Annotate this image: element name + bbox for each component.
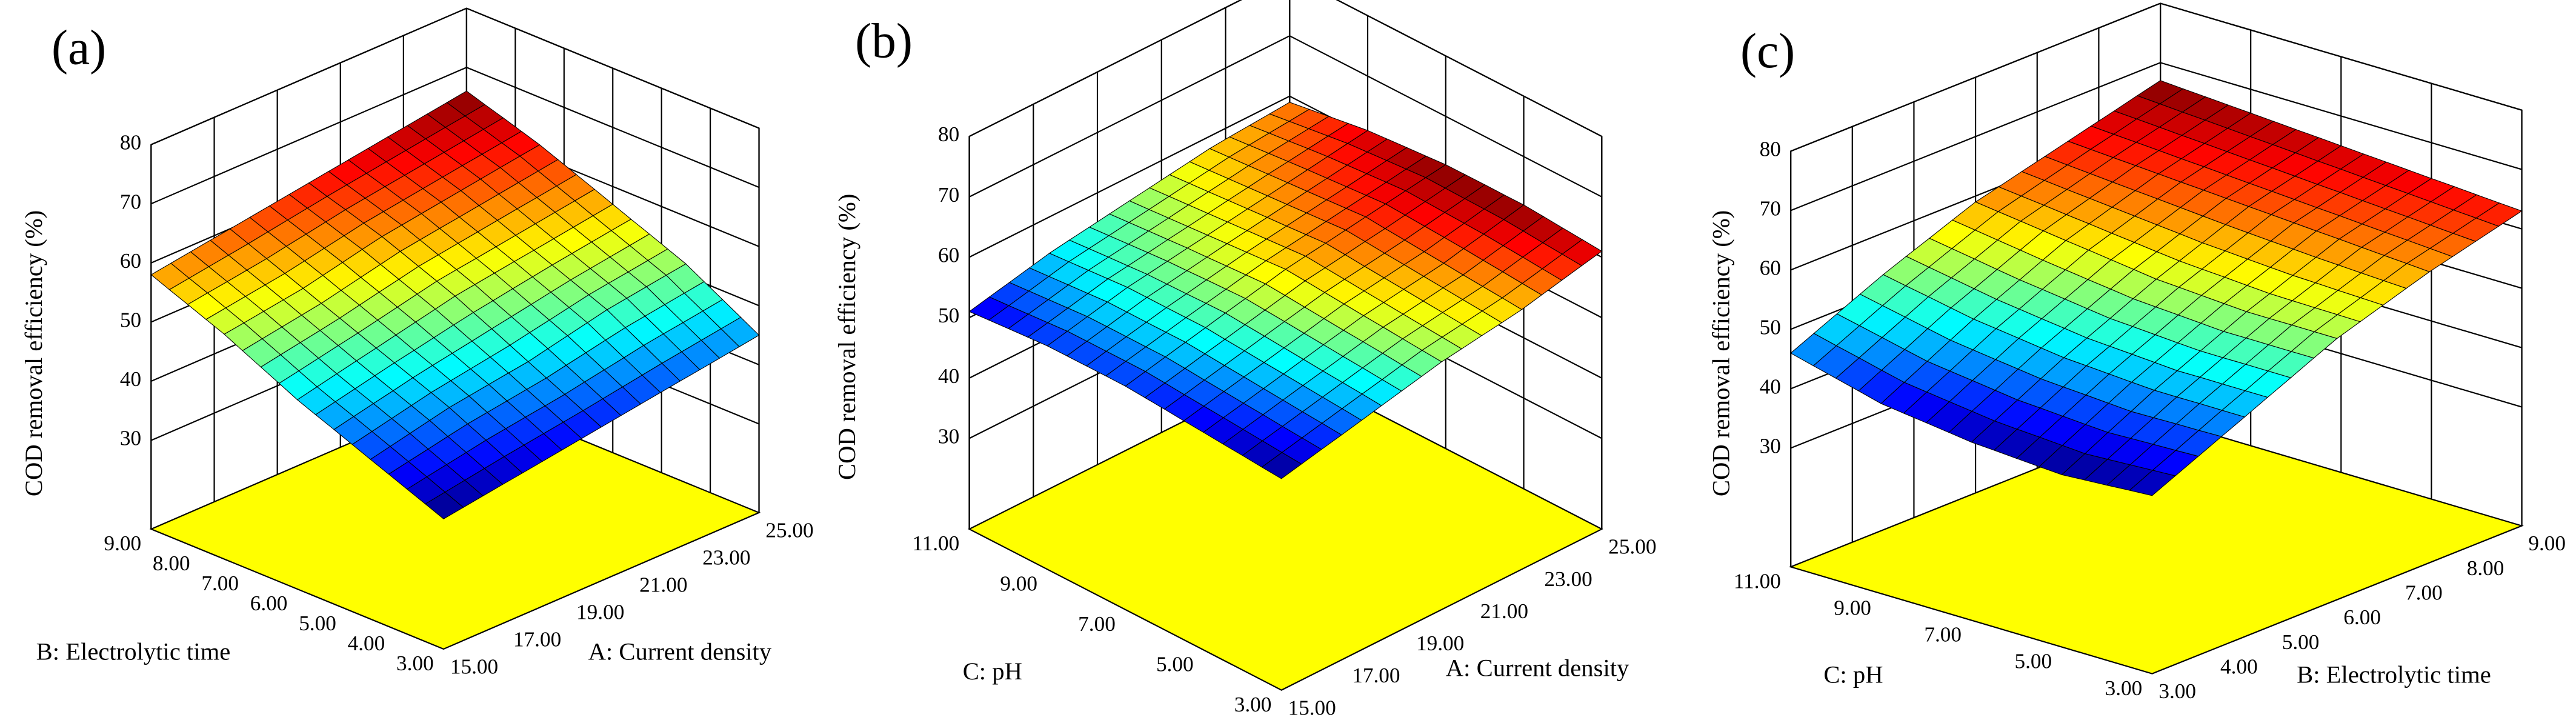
panel: 30 40 50 60 70 80 15.00 17.00 19.00 21.00 23.00 25.… [833,0,1656,719]
z-tick-label: 70 [1760,197,1781,221]
x-tick-label: 9.00 [2528,531,2566,555]
z-tick-label: 80 [938,122,959,146]
x-axis-title: A: Current density [588,638,772,665]
y-tick-label: 5.00 [2014,650,2052,673]
y-tick-label: 7.00 [1078,612,1116,636]
y-axis-title: C: pH [963,658,1022,685]
z-axis-title: COD removal efficiency (%) [1707,210,1734,496]
z-axis-title: COD removal efficiency (%) [833,194,860,480]
y-tick-label: 4.00 [348,631,385,655]
x-tick-label: 17.00 [513,628,561,651]
x-tick-label: 15.00 [1288,696,1336,719]
x-tick-label: 23.00 [1544,567,1592,591]
panel-label: (a) [52,20,106,75]
x-tick-label: 19.00 [1416,631,1464,655]
z-tick-label: 60 [120,249,141,273]
x-tick-label: 23.00 [702,546,750,570]
surface-cell [1261,452,1302,479]
z-tick-label: 60 [938,244,959,267]
z-tick-label: 50 [938,304,959,327]
x-axis-title: A: Current density [1446,655,1629,682]
z-tick-label: 50 [1760,316,1781,339]
x-tick-label: 15.00 [450,655,498,679]
z-axis-title: COD removal efficiency (%) [20,210,47,496]
y-tick-label: 9.00 [1834,596,1871,620]
surface-cell [2129,470,2176,496]
y-tick-label: 7.00 [1924,623,1962,647]
z-tick-label: 40 [1760,375,1781,399]
panel: 30 40 50 60 70 80 15.00 17.00 19.00 21.00 23.00 25.… [20,7,814,679]
x-tick-label: 8.00 [2467,556,2504,580]
y-tick-label: 8.00 [153,551,190,575]
surface-cell [424,491,464,519]
z-tick-label: 40 [938,364,959,388]
y-tick-label: 3.00 [1234,693,1272,716]
z-tick-label: 50 [120,308,141,332]
x-tick-label: 19.00 [576,601,624,624]
x-tick-label: 5.00 [2282,630,2320,654]
z-tick-label: 30 [120,427,141,450]
x-tick-label: 3.00 [2158,679,2196,703]
panel-label: (c) [1740,24,1795,78]
x-tick-label: 25.00 [1608,535,1656,559]
x-tick-label: 4.00 [2220,655,2258,679]
x-tick-label: 21.00 [639,573,687,597]
y-tick-label: 5.00 [1156,653,1194,676]
y-tick-label: 11.00 [912,531,959,555]
x-tick-label: 25.00 [765,519,813,542]
y-tick-label: 3.00 [2105,676,2143,700]
y-tick-label: 6.00 [250,591,288,615]
z-tick-label: 80 [1760,138,1781,161]
y-tick-label: 5.00 [299,611,336,635]
y-tick-label: 11.00 [1734,570,1781,593]
y-axis-title: C: pH [1823,661,1883,688]
z-tick-label: 80 [120,131,141,155]
z-tick-label: 70 [938,183,959,207]
grid-line [969,0,1602,138]
y-tick-label: 3.00 [396,651,434,675]
panel-label: (b) [855,14,913,68]
y-tick-label: 9.00 [1000,572,1037,596]
z-tick-label: 60 [1760,256,1781,280]
z-tick-label: 30 [938,425,959,448]
y-tick-label: 7.00 [201,571,239,595]
x-tick-label: 21.00 [1480,599,1528,623]
x-tick-label: 17.00 [1352,664,1400,687]
x-tick-label: 7.00 [2405,581,2443,605]
z-tick-label: 30 [1760,435,1781,458]
x-axis-title: B: Electrolytic time [2297,661,2491,688]
y-axis-title: B: Electrolytic time [36,638,231,665]
panel: 30 40 50 60 70 80 3.00 4.00 5.00 6.00 7.00 8.00 9.00… [1707,2,2566,703]
y-tick-label: 9.00 [104,531,141,555]
z-tick-label: 40 [120,367,141,391]
x-tick-label: 6.00 [2343,605,2381,629]
z-tick-label: 70 [120,190,141,213]
